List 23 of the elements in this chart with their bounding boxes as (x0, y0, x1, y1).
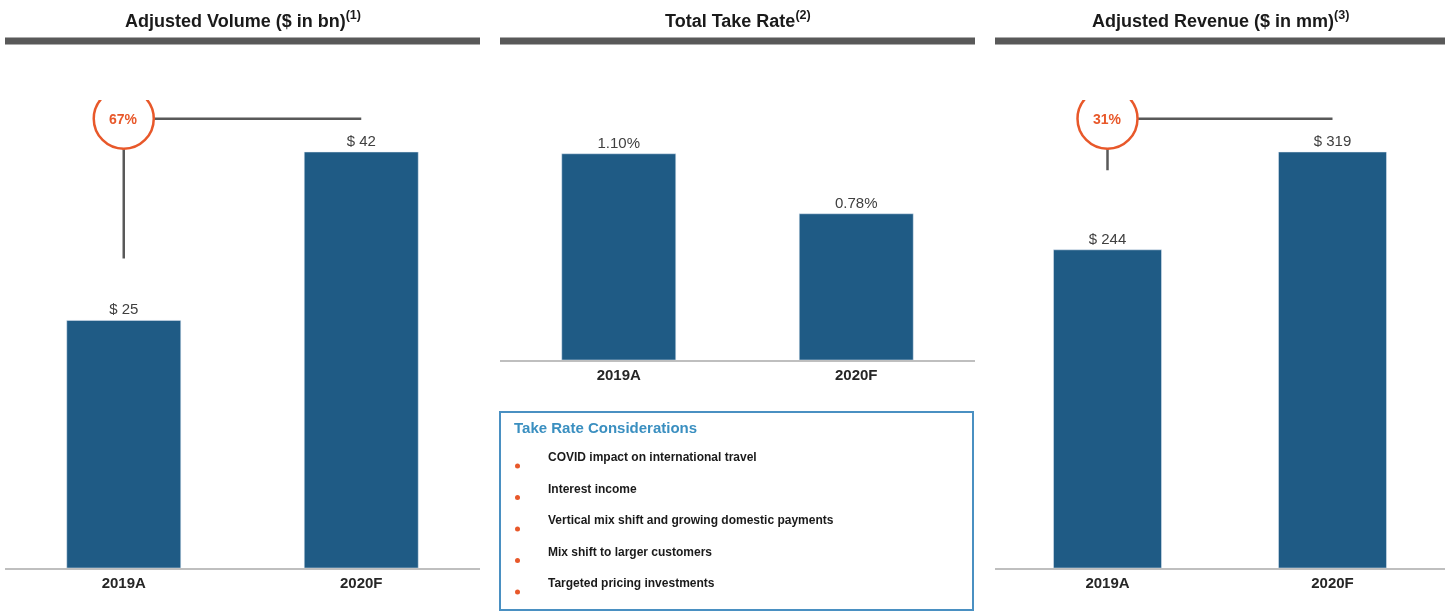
text: Interest income (548, 482, 638, 496)
x-tick-label: 2020F (339, 574, 383, 591)
data-label: $ 25 (109, 300, 139, 318)
x-tick-label: 2020F (1311, 574, 1354, 591)
x-tick-label: 2019A (101, 574, 147, 591)
x-tick-label: 2020F (834, 366, 878, 383)
text: Take Rate Considerations (514, 419, 698, 436)
text: COVID impact on international travel (548, 450, 757, 464)
text: Targeted pricing investments (548, 576, 715, 590)
chart-title: Total Take Rate$^{(2)}$ (665, 8, 811, 31)
x-tick-label: 2019A (1085, 574, 1130, 591)
data-label: $ 319 (1313, 132, 1352, 149)
text: Vertical mix shift and growing domestic payments (548, 513, 834, 527)
text: 67% (109, 111, 138, 127)
text: Mix shift to larger customers (548, 545, 713, 559)
data-label: 0.78% (834, 193, 878, 211)
data-label: 1.10% (597, 133, 641, 151)
x-tick-label: 2019A (596, 366, 642, 383)
text: 31% (1093, 111, 1122, 127)
data-label: $ 42 (346, 132, 376, 149)
chart-title: Adjusted Volume ($ in bn)$^{(1)}$ (125, 8, 362, 31)
chart-title: Adjusted Revenue ($ in mm)$^{(3)}$ (1092, 8, 1350, 31)
data-label: $ 244 (1088, 229, 1127, 247)
